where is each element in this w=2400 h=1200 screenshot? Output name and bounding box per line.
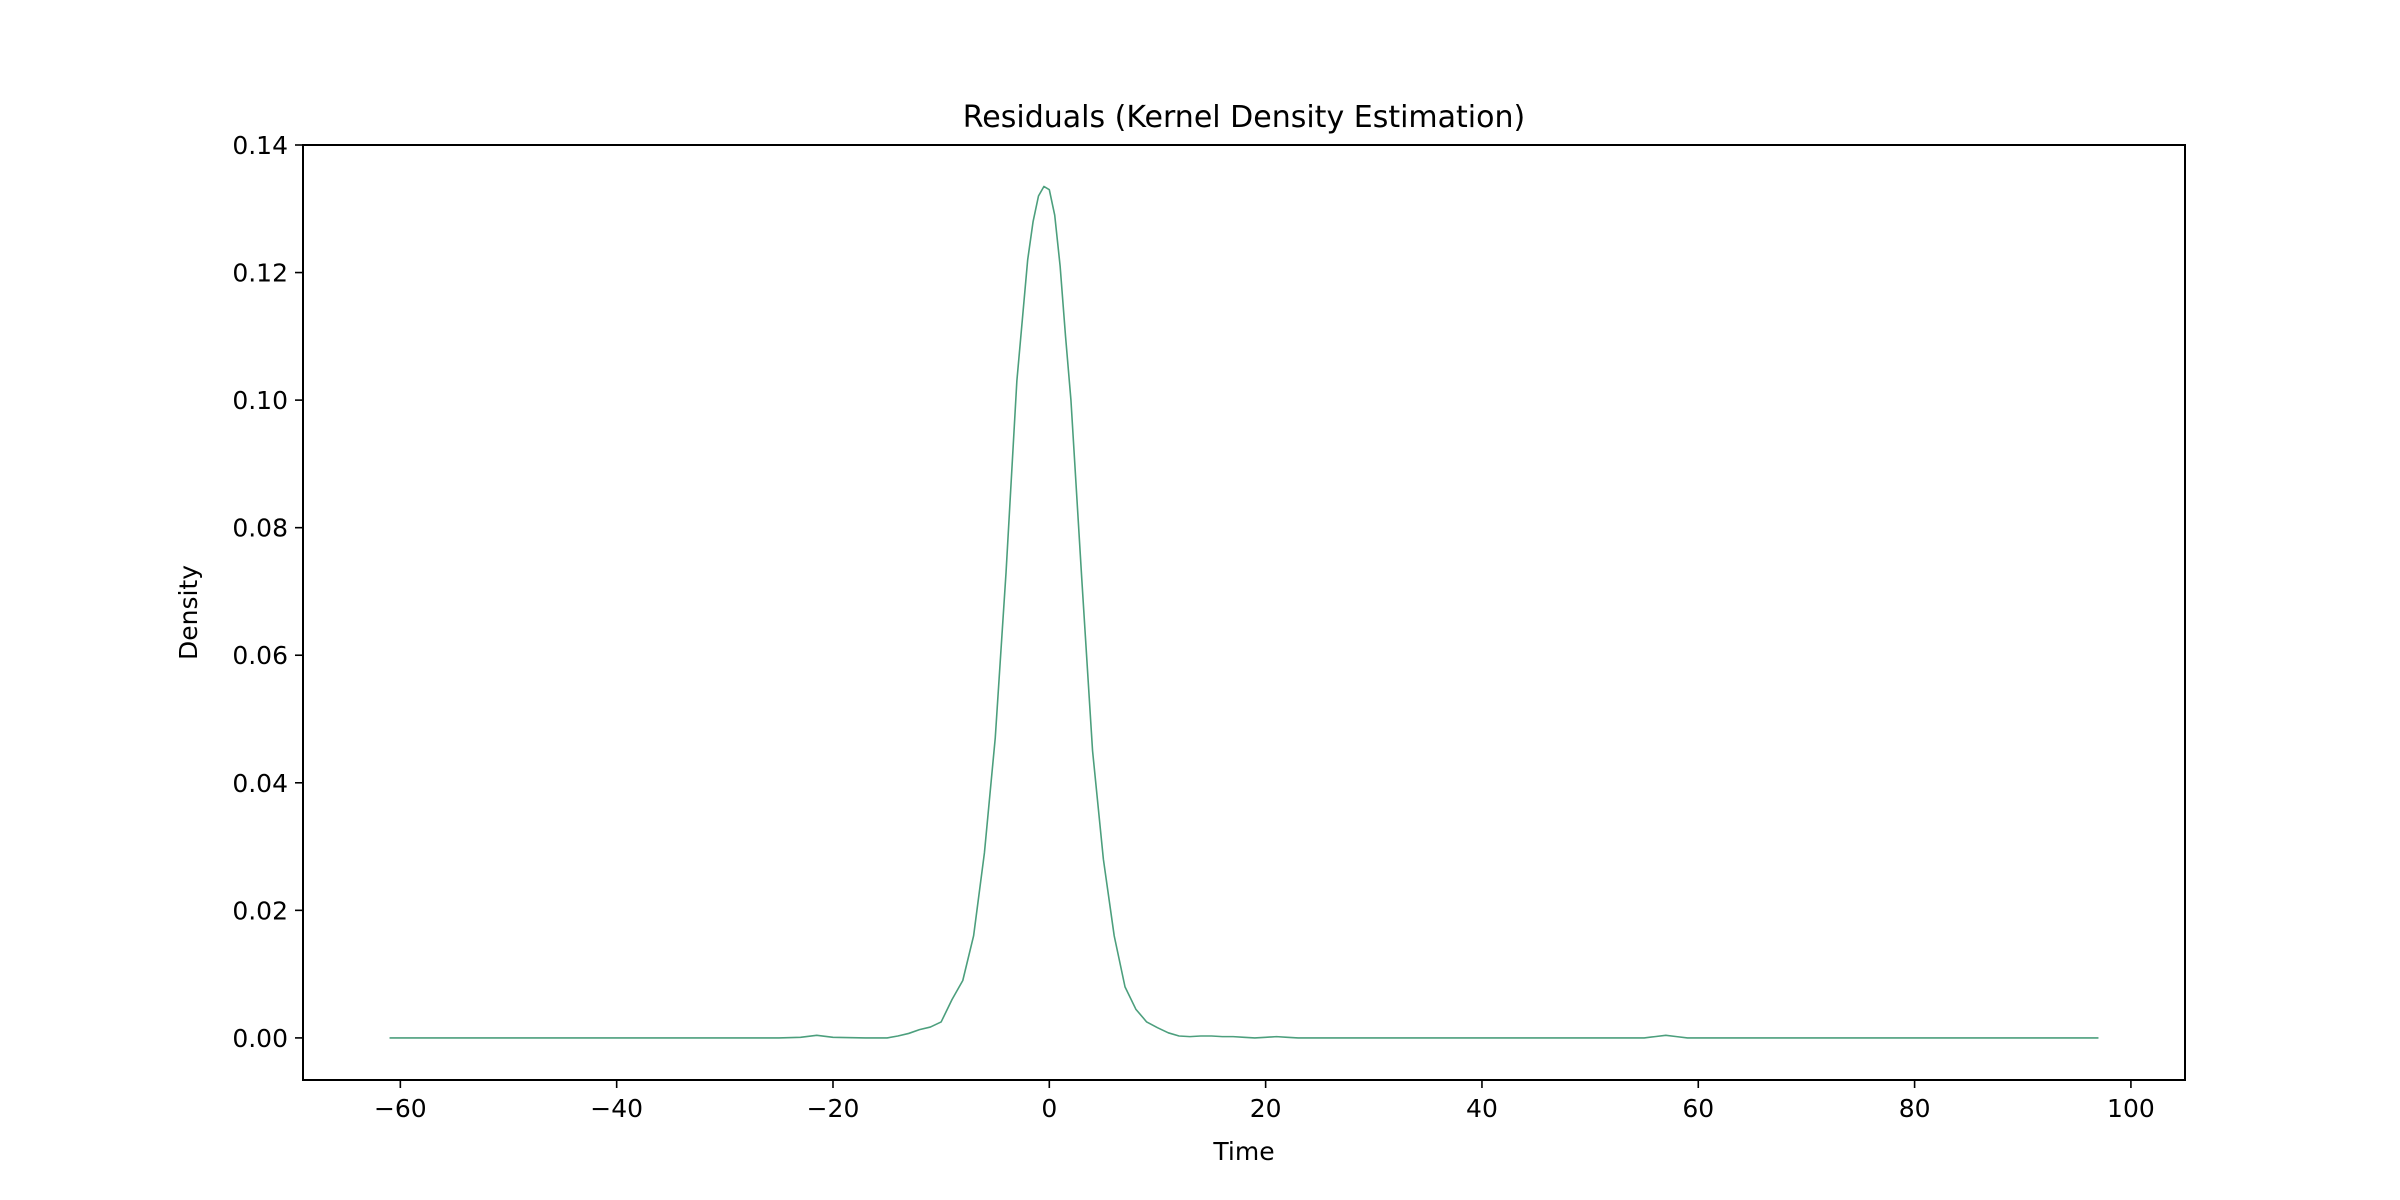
x-tick-label: 100 <box>2107 1094 2155 1123</box>
x-tick-label: 60 <box>1682 1094 1714 1123</box>
plot-frame <box>302 144 2186 1081</box>
y-tick-label: 0.00 <box>232 1024 288 1053</box>
x-axis-ticks: −60 −40 −20 0 20 40 60 80 100 <box>374 1080 2155 1123</box>
x-tick-label: −60 <box>374 1094 427 1123</box>
y-tick-label: 0.08 <box>232 514 288 543</box>
x-tick-label: −20 <box>807 1094 860 1123</box>
x-axis-label: Time <box>1212 1137 1274 1166</box>
y-axis-ticks: 0.00 0.02 0.04 0.06 0.08 0.10 0.12 0.14 <box>232 131 303 1053</box>
x-tick-label: −40 <box>590 1094 643 1123</box>
y-tick-label: 0.12 <box>232 259 288 288</box>
y-tick-label: 0.14 <box>232 131 288 160</box>
x-tick-label: 0 <box>1041 1094 1057 1123</box>
kde-line-series-0 <box>389 185 2099 1039</box>
plot-area <box>302 144 2186 1081</box>
chart-title: Residuals (Kernel Density Estimation) <box>963 100 1525 135</box>
y-tick-label: 0.02 <box>232 896 288 925</box>
y-tick-label: 0.10 <box>232 386 288 415</box>
x-tick-label: 40 <box>1466 1094 1498 1123</box>
y-tick-label: 0.06 <box>232 641 288 670</box>
x-tick-label: 20 <box>1250 1094 1282 1123</box>
x-tick-label: 80 <box>1899 1094 1931 1123</box>
y-axis-label: Density <box>174 565 203 660</box>
y-tick-label: 0.04 <box>232 769 288 798</box>
